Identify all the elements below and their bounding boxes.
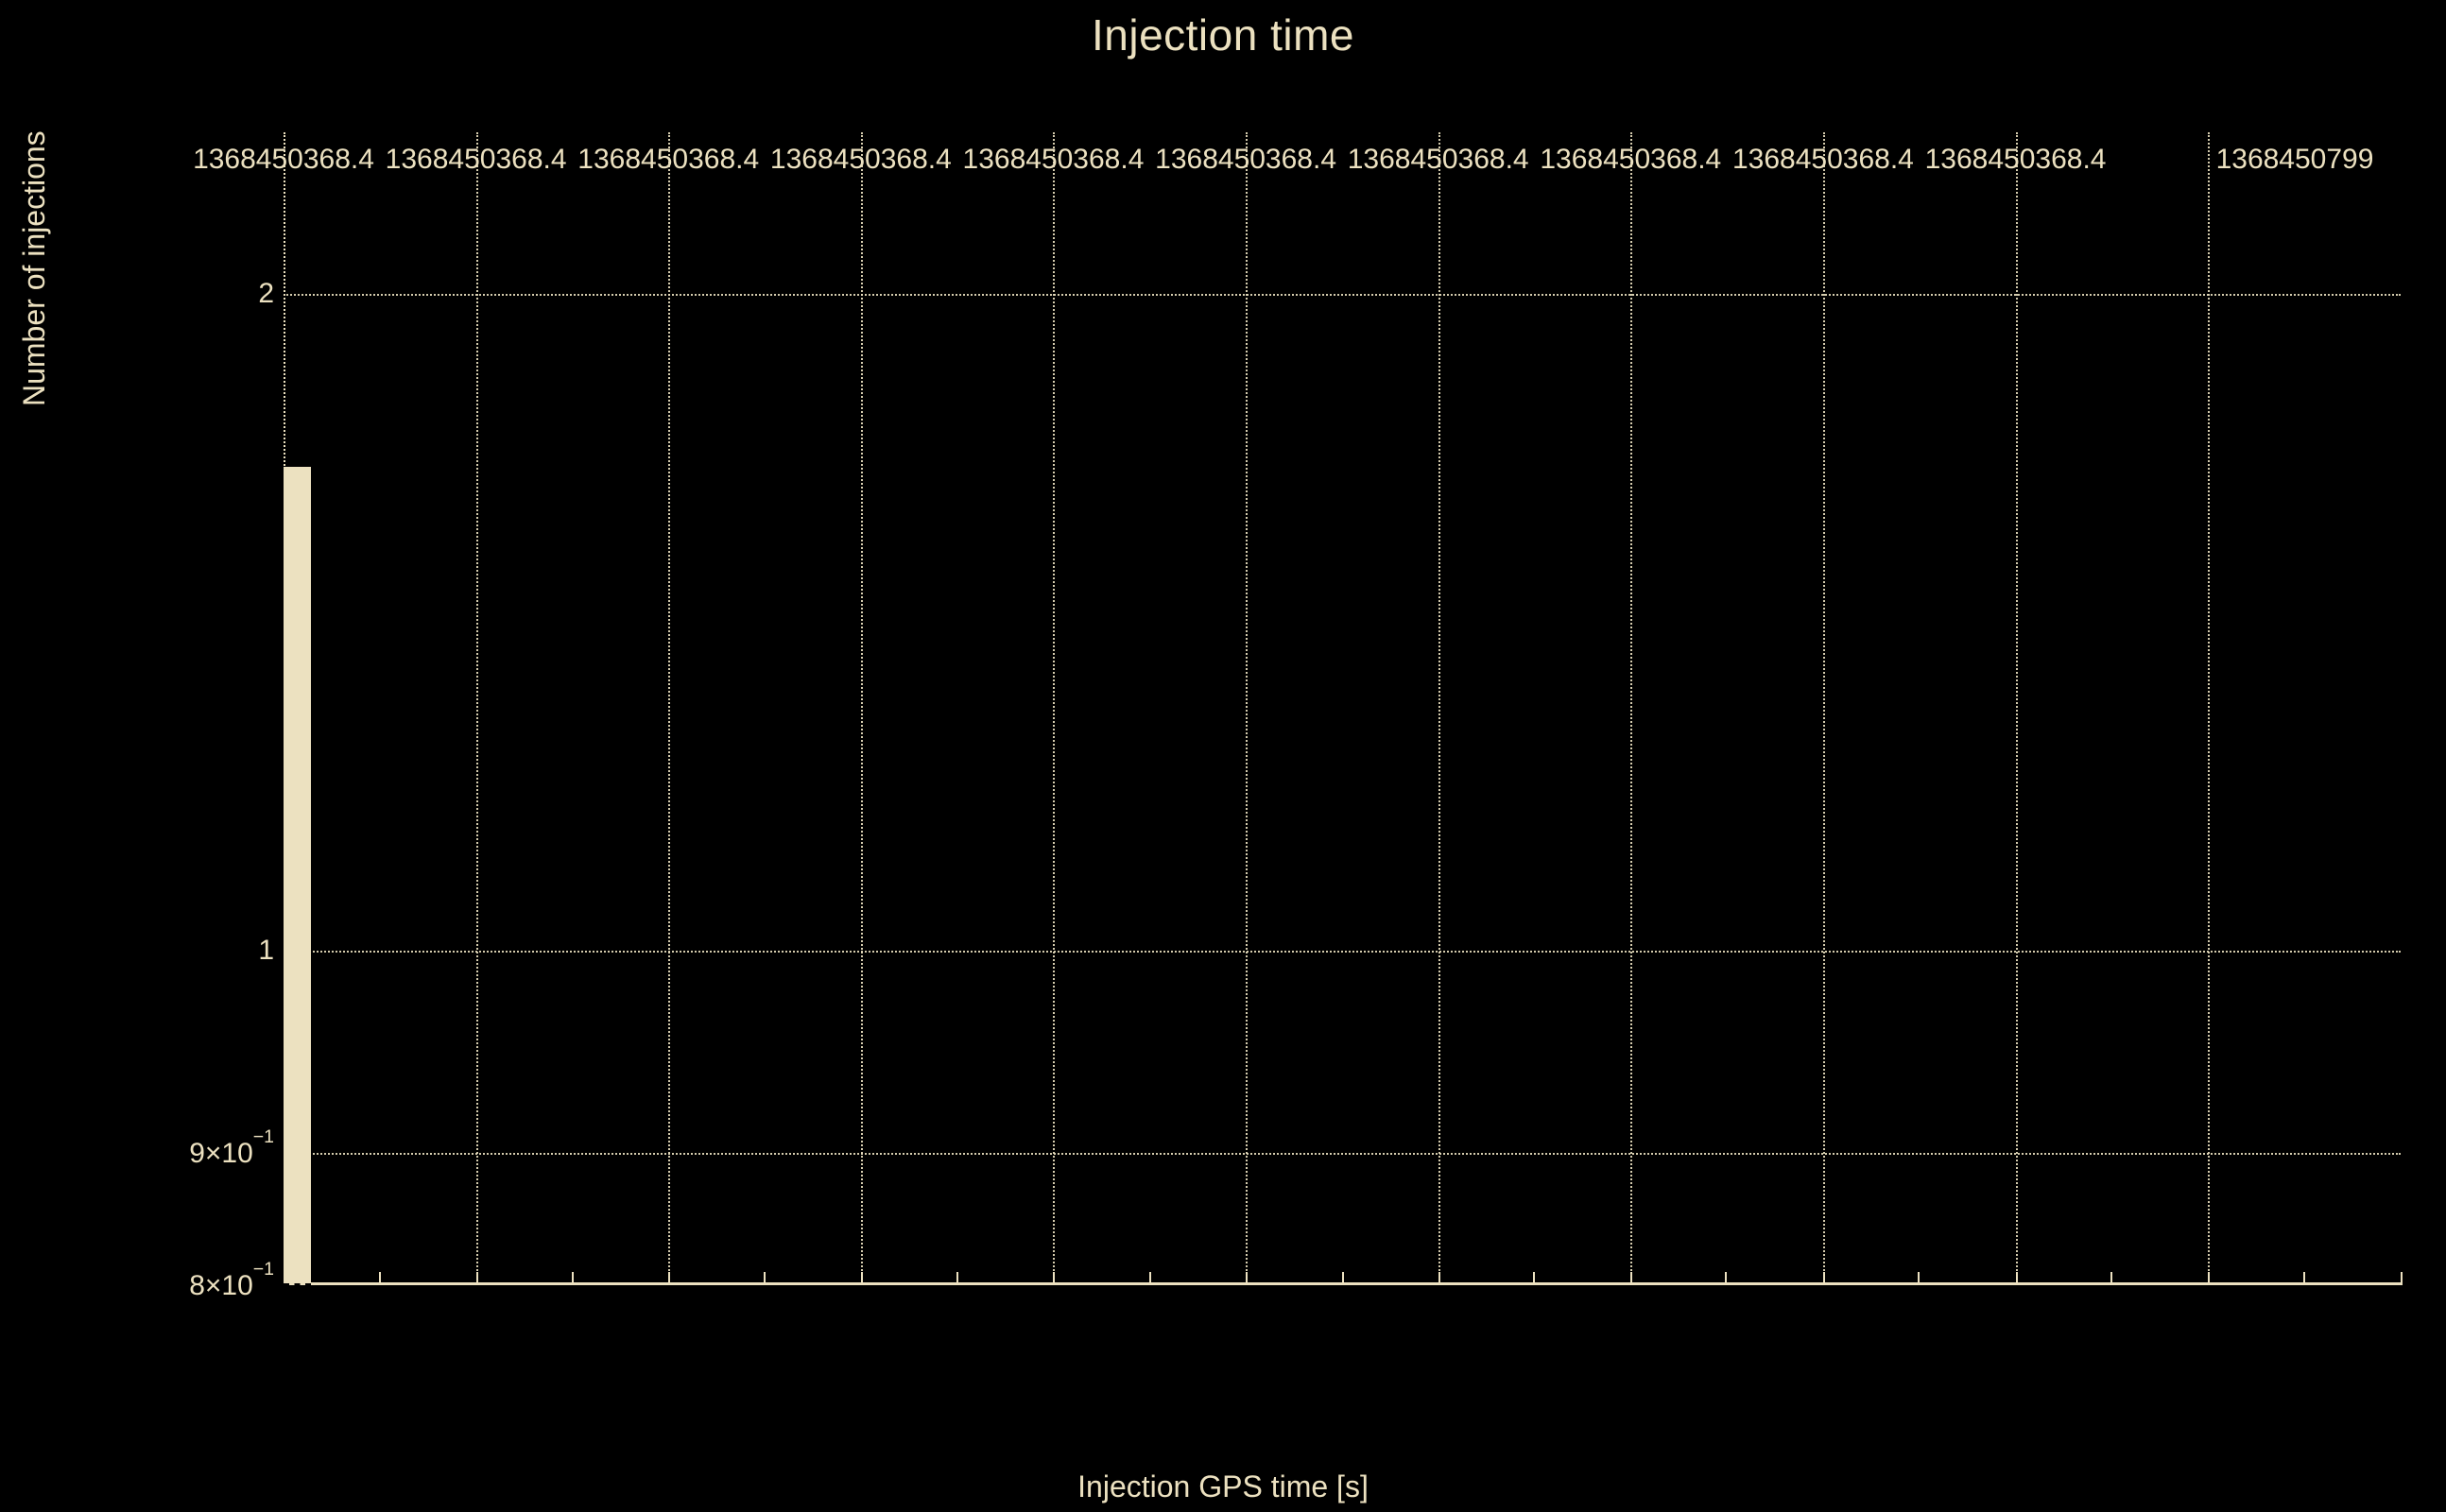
x-tick-mark (1533, 1272, 1535, 1285)
x-tick-mark (379, 1272, 381, 1285)
gridline-horizontal-9e-1 (284, 1153, 2401, 1155)
x-tick-mark (1053, 1272, 1055, 1285)
x-tick-mark (2303, 1272, 2305, 1285)
x-tick-mark (1918, 1272, 1920, 1285)
x-tick-label-7: 1368450368.4 (1540, 144, 1721, 176)
x-tick-mark (668, 1272, 670, 1285)
x-tick-mark (1149, 1272, 1151, 1285)
x-tick-label-0: 1368450368.4 (193, 144, 374, 176)
gridline-vertical (668, 132, 670, 1285)
x-tick-label-4: 1368450368.4 (963, 144, 1145, 176)
x-tick-mark (1725, 1272, 1727, 1285)
x-tick-mark (1438, 1272, 1440, 1285)
chart-title: Injection time (0, 9, 2446, 60)
gridline-horizontal-2 (284, 294, 2401, 296)
y-tick-label-2: 2 (258, 278, 274, 310)
plot-area: 2 1 9×10−1 8×10−1 1368450368.4 (284, 132, 2401, 1285)
x-tick-mark (1342, 1272, 1344, 1285)
x-tick-mark (476, 1272, 478, 1285)
x-tick-mark (2208, 1272, 2210, 1285)
x-tick-label-10: 1368450799 (2216, 144, 2374, 176)
x-tick-label-9: 1368450368.4 (1925, 144, 2107, 176)
x-tick-mark (572, 1272, 574, 1285)
gridline-vertical (1438, 132, 1440, 1285)
x-axis-label: Injection GPS time [s] (0, 1469, 2446, 1504)
x-tick-mark (1630, 1272, 1632, 1285)
x-tick-mark (2016, 1272, 2018, 1285)
y-axis-label: Number of injections (17, 130, 52, 406)
gridline-vertical (1823, 132, 1825, 1285)
y-tick-label-8e-1: 8×10−1 (189, 1268, 274, 1302)
x-tick-mark (2110, 1272, 2112, 1285)
x-tick-label-3: 1368450368.4 (770, 144, 952, 176)
x-tick-mark (1246, 1272, 1248, 1285)
gridline-horizontal-1 (284, 951, 2401, 953)
x-tick-mark (2401, 1272, 2403, 1285)
gridline-vertical (2016, 132, 2018, 1285)
x-tick-label-1: 1368450368.4 (386, 144, 567, 176)
x-tick-label-5: 1368450368.4 (1155, 144, 1336, 176)
x-tick-mark (861, 1272, 863, 1285)
y-tick-label-1: 1 (258, 935, 274, 967)
x-tick-mark (764, 1272, 766, 1285)
x-tick-mark (1823, 1272, 1825, 1285)
histogram-bar (284, 467, 311, 1285)
injection-time-chart: Injection time Number of injections Inje… (0, 0, 2446, 1512)
x-tick-label-8: 1368450368.4 (1732, 144, 1914, 176)
gridline-vertical (1246, 132, 1248, 1285)
x-tick-mark (956, 1272, 958, 1285)
gridline-vertical (861, 132, 863, 1285)
gridline-vertical (476, 132, 478, 1285)
gridline-vertical (1053, 132, 1055, 1285)
x-tick-label-6: 1368450368.4 (1348, 144, 1529, 176)
y-tick-label-9e-1: 9×10−1 (189, 1136, 274, 1170)
x-tick-label-2: 1368450368.4 (577, 144, 759, 176)
gridline-vertical (2208, 132, 2210, 1285)
gridline-vertical (1630, 132, 1632, 1285)
